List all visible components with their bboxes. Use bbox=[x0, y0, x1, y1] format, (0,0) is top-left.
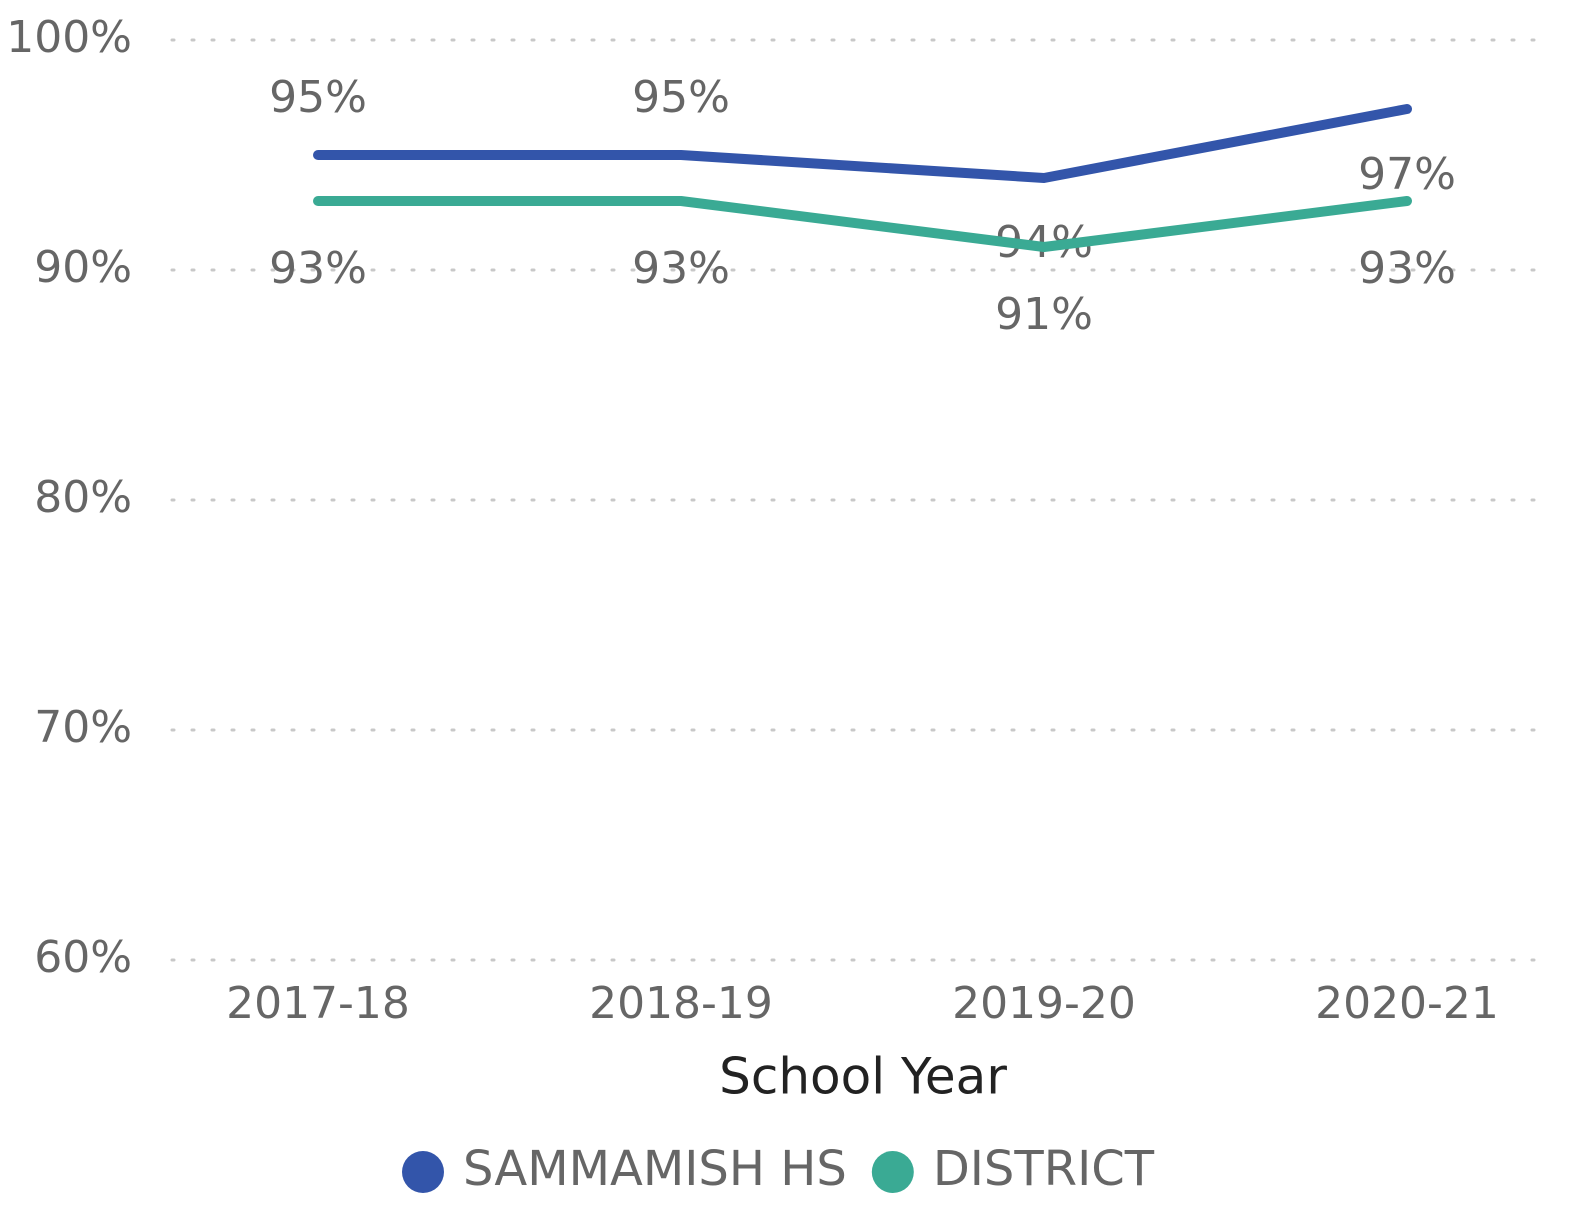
legend-marker bbox=[402, 1151, 444, 1193]
data-label: 91% bbox=[995, 289, 1093, 340]
series-line bbox=[313, 104, 1412, 183]
x-tick-label: 2018-19 bbox=[589, 978, 773, 1029]
y-tick-label: 60% bbox=[34, 932, 132, 983]
y-tick-label: 70% bbox=[34, 702, 132, 753]
data-label: 93% bbox=[632, 243, 730, 294]
legend-label: DISTRICT bbox=[933, 1141, 1155, 1197]
legend-marker bbox=[871, 1151, 914, 1193]
y-tick-label: 80% bbox=[34, 472, 132, 523]
legend-label: SAMMAMISH HS bbox=[463, 1141, 847, 1197]
x-axis-title: School Year bbox=[719, 1048, 1007, 1106]
data-label: 93% bbox=[269, 243, 367, 294]
x-tick-label: 2019-20 bbox=[952, 978, 1136, 1029]
series-line bbox=[313, 196, 1412, 252]
data-label: 95% bbox=[632, 72, 730, 123]
data-label: 95% bbox=[269, 72, 367, 123]
y-tick-label: 90% bbox=[34, 242, 132, 293]
y-tick-label: 100% bbox=[6, 12, 132, 63]
data-label: 93% bbox=[1358, 243, 1456, 294]
data-label: 97% bbox=[1358, 149, 1456, 200]
x-tick-label: 2017-18 bbox=[226, 978, 410, 1029]
x-tick-label: 2020-21 bbox=[1315, 978, 1499, 1029]
